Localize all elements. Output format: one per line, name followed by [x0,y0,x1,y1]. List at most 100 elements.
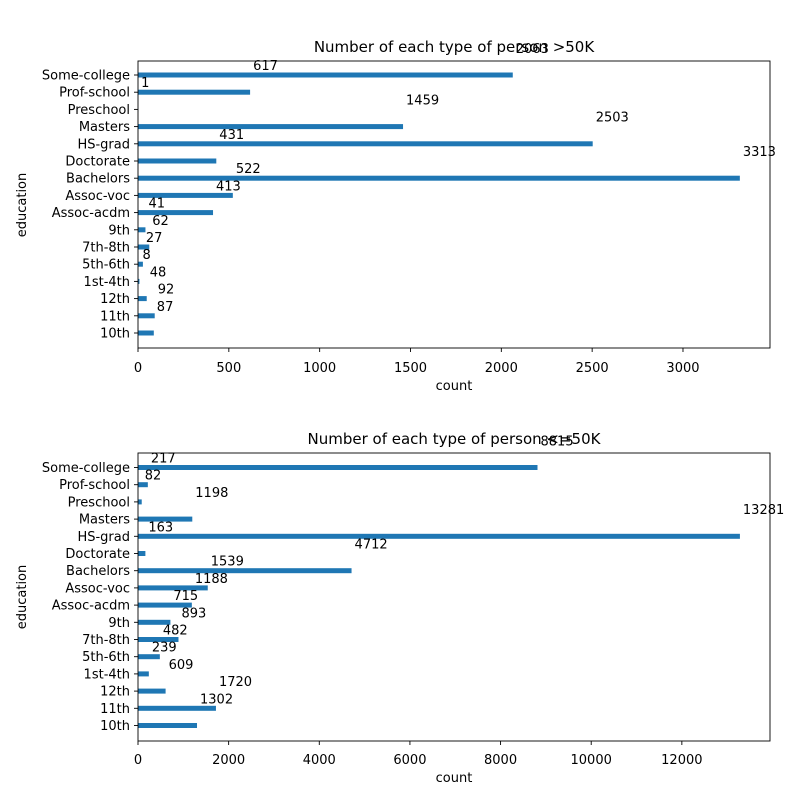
chart-panel-at-most-50k: Number of each type of person <=50K coun… [15,430,784,786]
y-tick-label: Assoc-acdm [52,206,130,221]
data-label: 893 [181,606,206,621]
y-tick-label: 7th-8th [82,241,130,256]
bar-doctorate [138,158,217,164]
x-tick-label: 2500 [576,361,609,376]
y-tick-label: 7th-8th [82,633,130,648]
y-tick-label: Prof-school [59,86,130,101]
x-tick-label: 8000 [484,753,517,768]
data-label: 617 [253,59,278,74]
x-tick-label: 3000 [666,361,699,376]
y-tick-label: Doctorate [65,155,130,170]
data-label: 3313 [743,145,776,160]
y-tick-label: Some-college [42,461,130,476]
data-label: 13281 [743,503,784,518]
bar-bachelors [138,175,740,181]
y-tick-label: Masters [79,513,130,528]
x-tick-label: 1000 [303,361,336,376]
bar-5th-6th [138,261,143,267]
bar-10th [138,723,198,728]
x-tick-label: 2000 [212,753,245,768]
bar-prof-school [138,482,148,488]
bar-hs-grad [138,533,740,539]
y-tick-label: 11th [100,309,130,324]
bar-masters [138,124,404,130]
y-tick-label: 1st-4th [84,667,130,682]
y-tick-label: Assoc-voc [65,581,130,596]
data-label: 431 [219,128,244,143]
chart-title: Number of each type of person >50K [314,38,596,56]
y-tick-label: 10th [100,327,130,342]
chart-panel-over-50k: Number of each type of person >50K count… [15,38,776,394]
data-label: 82 [145,469,162,484]
data-label: 4712 [355,538,388,553]
bar-1st-4th [138,671,149,677]
x-tick-label: 1500 [394,361,427,376]
bar-12th [138,688,166,694]
y-tick-label: Preschool [68,103,130,118]
data-label: 1539 [211,555,244,570]
bar-1st-4th [138,278,140,284]
data-label: 1 [141,76,149,91]
y-tick-label: 10th [100,719,130,734]
bar-preschool [138,499,142,505]
x-tick-label: 6000 [393,753,426,768]
y-tick-label: 12th [100,685,130,700]
y-tick-label: 9th [108,616,130,631]
data-label: 217 [151,452,176,467]
bar-prof-school [138,89,251,95]
bar-7th-8th [138,637,179,642]
data-label: 41 [148,197,165,212]
x-tick-label: 4000 [303,753,336,768]
y-tick-label: HS-grad [77,137,130,152]
bar-9th [138,227,146,233]
data-label: 48 [150,265,167,280]
x-tick-label: 500 [216,361,241,376]
bar-doctorate [138,551,146,556]
y-tick-label: Masters [79,120,130,135]
data-label: 2503 [596,111,629,126]
x-axis-label: count [436,379,473,394]
bar-9th [138,619,171,625]
x-tick-label: 2000 [485,361,518,376]
y-tick-label: Prof-school [59,478,130,493]
y-axis-label: education [15,565,30,630]
bar-5th-6th [138,654,160,660]
y-tick-label: 1st-4th [84,275,130,290]
data-label: 1302 [200,692,233,707]
data-label: 27 [146,231,163,246]
data-label: 715 [173,589,198,604]
data-label: 609 [169,658,194,673]
data-label: 2063 [516,42,549,57]
y-tick-label: 12th [100,292,130,307]
data-label: 1720 [219,675,252,690]
y-tick-label: HS-grad [77,530,130,545]
bar-some-college [138,465,538,470]
bar-some-college [138,72,513,78]
y-tick-label: Assoc-acdm [52,599,130,614]
bar-11th [138,705,216,711]
data-label: 239 [152,641,177,656]
y-tick-label: 9th [108,223,130,238]
data-label: 482 [163,624,188,639]
y-axis-label: education [15,173,30,238]
bar-10th [138,330,154,336]
x-tick-label: 0 [134,361,142,376]
data-label: 1198 [195,486,228,501]
x-tick-label: 12000 [661,753,702,768]
y-tick-label: Assoc-voc [65,189,130,204]
bar-7th-8th [138,244,150,250]
bar-assoc-acdm [138,602,192,608]
chart-title: Number of each type of person <=50K [308,430,602,448]
y-tick-label: Some-college [42,69,130,84]
data-label: 1459 [406,93,439,108]
bar-assoc-acdm [138,210,214,216]
bar-assoc-voc [138,585,208,591]
bar-12th [138,296,147,302]
data-label: 413 [216,179,241,194]
data-label: 163 [148,520,173,535]
y-tick-label: 5th-6th [82,258,130,273]
y-tick-label: 11th [100,702,130,717]
data-label: 522 [236,162,261,177]
y-tick-label: Bachelors [66,564,130,579]
